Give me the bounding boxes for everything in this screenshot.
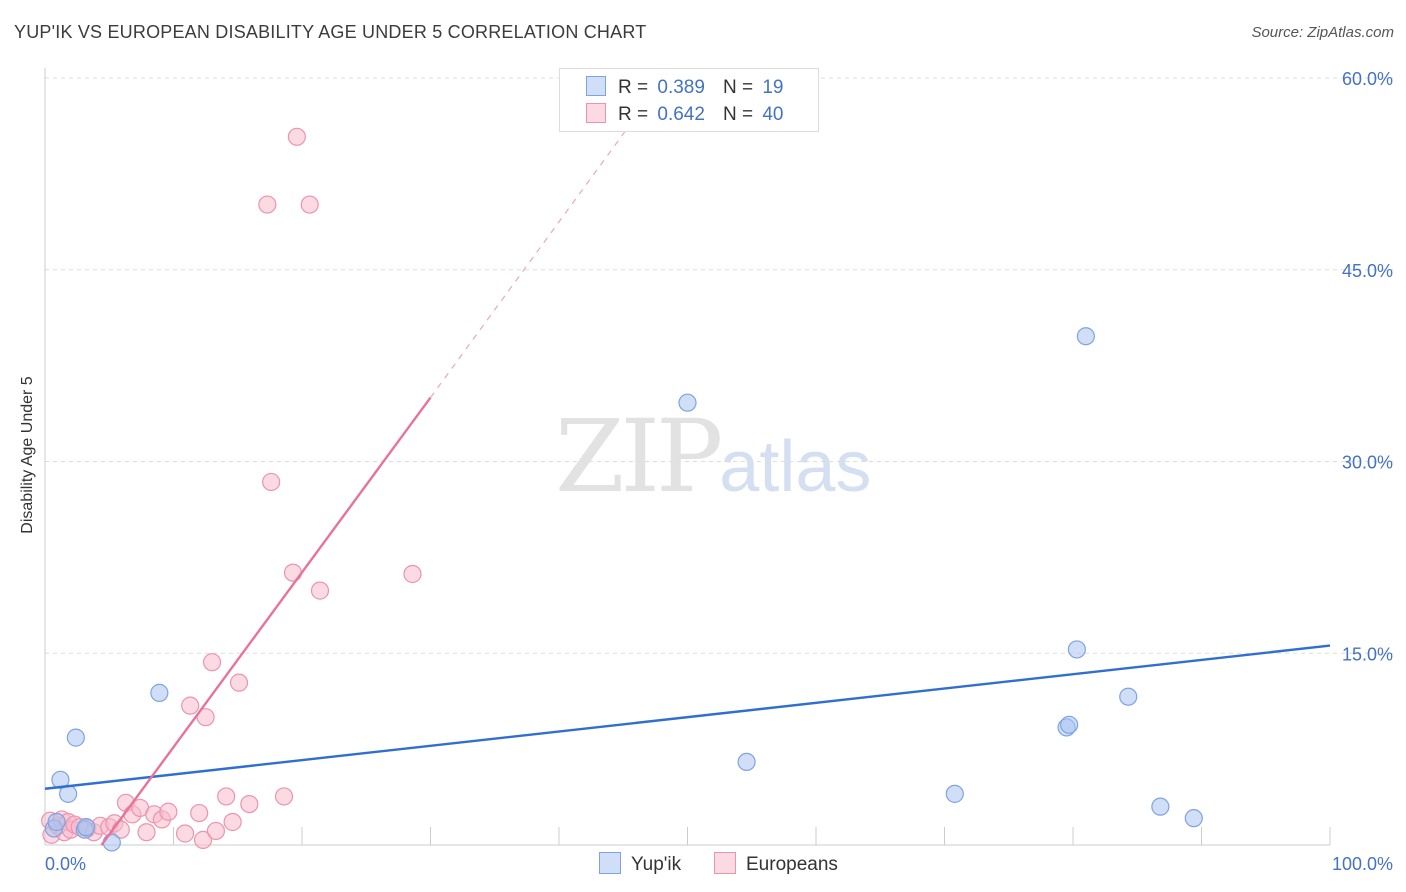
legend-n-label: N = [722,104,754,125]
europeans-point [240,794,259,814]
source-credit: Source: ZipAtlas.com [1251,24,1394,41]
yupik-swatch [586,76,606,96]
europeans-point [175,824,195,843]
yupik-point [47,812,66,832]
yupik-point [945,784,964,803]
y-tick-label: 15.0% [1342,644,1393,664]
europeans-point [258,195,277,214]
europeans-r-value: 0.642 [657,104,705,125]
stats-legend: R = 0.389 N = 19 R = 0.642 N = 40 [559,68,819,132]
europeans-point [196,708,215,727]
yupik-point [1184,809,1203,828]
yupik-point [737,752,756,772]
y-tick-label: 45.0% [1342,261,1393,281]
yupik-point [1067,640,1086,659]
legend-n-label: N = [722,77,754,98]
yupik-trend-line [44,644,1331,790]
europeans-trend-line [100,396,432,846]
y-tick-label: 30.0% [1342,453,1393,473]
europeans-point [229,673,249,692]
legend-item-yupik[interactable]: Yup'ik [599,852,681,876]
europeans-point [206,821,226,841]
europeans-point [217,787,236,806]
europeans-point [137,823,156,842]
legend-item-europeans[interactable]: Europeans [714,852,838,876]
x-tick-label: 0.0% [45,854,86,874]
yupik-point [1076,327,1095,346]
legend-label-yupik: Yup'ik [631,854,682,875]
watermark: ZIPatlas [555,398,871,515]
europeans-legend-swatch [714,852,736,874]
europeans-point [193,830,213,849]
yupik-point [1151,797,1170,816]
yupik-point [1119,687,1138,706]
watermark-zip: ZIP [555,398,723,515]
europeans-point [274,787,294,806]
yupik-point [77,818,96,837]
europeans-point [202,653,222,672]
europeans-point [283,563,303,582]
europeans-point [403,564,422,584]
europeans-trend-extension [430,115,637,398]
europeans-point [310,581,330,600]
yupik-point [678,393,697,412]
yupik-r-value: 0.389 [657,77,705,98]
yupik-point [51,770,70,789]
europeans-n-value: 40 [762,104,784,125]
europeans-point [159,802,178,821]
y-tick-label: 60.0% [1342,69,1393,89]
yupik-point [102,833,121,852]
legend-r-label: R = [618,77,649,98]
watermark-atlas: atlas [719,427,872,507]
europeans-point [181,696,200,715]
europeans-point [223,812,242,832]
yupik-point [66,728,85,747]
yupik-legend-swatch [599,852,621,874]
europeans-point [287,127,306,146]
europeans-point [190,803,209,823]
legend-r-label: R = [618,104,649,125]
yupik-point [150,683,169,702]
europeans-point [262,472,281,492]
x-tick-label: 100.0% [1332,854,1393,874]
europeans-swatch [586,103,606,123]
legend-row-yupik: R = 0.389 N = 19 [586,76,783,98]
europeans-point [300,195,319,214]
legend-row-europeans: R = 0.642 N = 40 [586,103,783,125]
chart-title: YUP'IK VS EUROPEAN DISABILITY AGE UNDER … [14,22,647,42]
legend-label-europeans: Europeans [746,854,838,875]
yupik-point [1060,715,1079,734]
yupik-n-value: 19 [762,77,784,98]
